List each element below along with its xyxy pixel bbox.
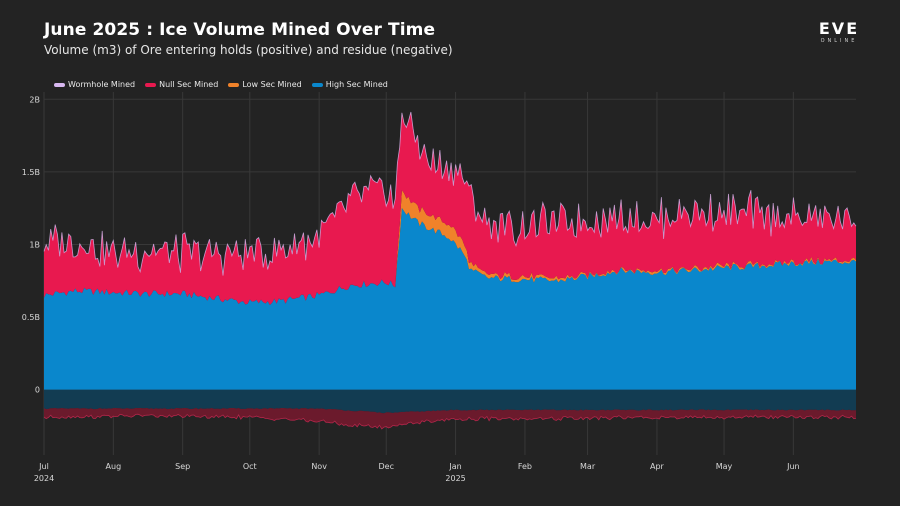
legend-item-wormhole[interactable]: Wormhole Mined	[54, 80, 135, 89]
x-tick-label: May	[716, 462, 733, 471]
legend-item-lowsec[interactable]: Low Sec Mined	[228, 80, 302, 89]
chart-title: June 2025 : Ice Volume Mined Over Time	[44, 20, 436, 40]
x-tick-label: Dec	[379, 462, 394, 471]
legend-label-wormhole: Wormhole Mined	[68, 80, 136, 89]
logo-subtext: ONLINE	[820, 38, 858, 44]
legend-swatch-lowsec	[228, 82, 240, 87]
y-tick-label: 2B	[29, 95, 40, 104]
line-wormhole-top	[43, 111, 857, 276]
legend-label-highsec: High Sec Mined	[325, 80, 388, 89]
legend-item-nullsec[interactable]: Null Sec Mined	[145, 80, 218, 89]
legend-item-highsec[interactable]: High Sec Mined	[311, 80, 388, 89]
area-highsec	[44, 208, 856, 390]
chart-axes: 0 0.5B 1B 1.5B 2B Jul 2024 Aug Sep Oct Nov Dec Jan 20…	[22, 95, 800, 483]
chart-subtitle: Volume (m3) of Ore entering holds (posit…	[44, 43, 453, 57]
y-tick-label: 0	[35, 386, 40, 395]
residue-area-highsec	[44, 389, 856, 414]
x-tick-label: Feb	[518, 462, 532, 471]
x-tick-label: Jun	[786, 462, 800, 471]
x-tick-label: Sep	[175, 462, 190, 471]
y-tick-label: 1.5B	[22, 168, 40, 177]
legend-label-nullsec: Null Sec Mined	[159, 80, 219, 89]
x-tick-label: Jan	[448, 462, 461, 471]
eve-online-logo: EVE ONLINE	[808, 20, 870, 46]
x-tick-label: Mar	[580, 462, 596, 471]
legend-swatch-wormhole	[54, 82, 65, 87]
legend-label-lowsec: Low Sec Mined	[242, 80, 302, 89]
x-tick-label: Nov	[311, 462, 327, 471]
x-tick-label: Oct	[243, 462, 257, 471]
y-tick-label: 0.5B	[22, 313, 40, 322]
y-tick-label: 1B	[29, 240, 40, 249]
logo-wordmark: EVE	[818, 19, 860, 38]
legend-swatch-nullsec	[145, 82, 157, 87]
residue-nullsec-outline	[43, 413, 857, 430]
residue-area-nullsec	[44, 408, 856, 429]
x-tick-year-label: 2025	[445, 474, 465, 483]
chart-legend: Wormhole Mined Null Sec Mined Low Sec Mi…	[54, 80, 388, 89]
area-nullsec	[44, 112, 856, 305]
x-tick-label: Jul	[38, 462, 49, 471]
legend-swatch-highsec	[311, 82, 323, 87]
x-tick-label: Aug	[106, 462, 122, 471]
x-tick-year-label: 2024	[34, 474, 54, 483]
x-tick-label: Apr	[650, 462, 665, 471]
chart-areas	[43, 111, 857, 430]
